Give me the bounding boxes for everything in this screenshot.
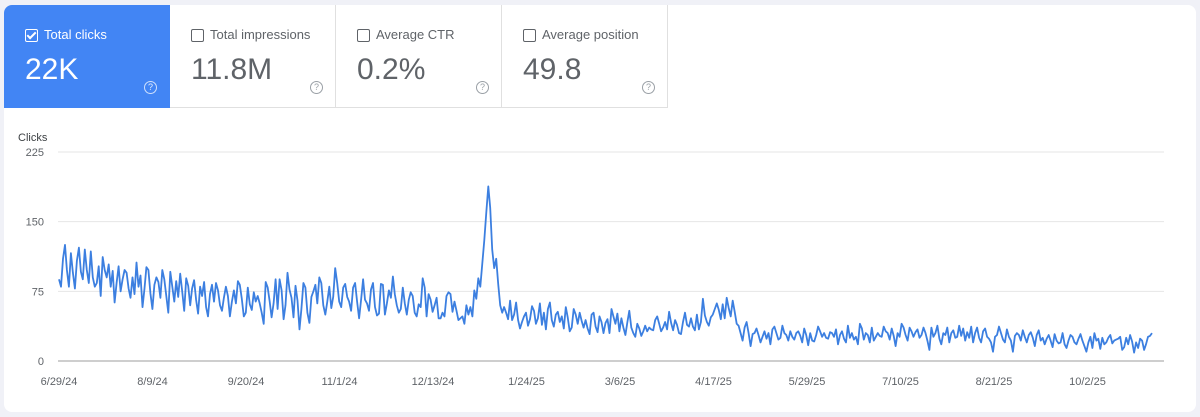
metric-tabs: Total clicks 22K ? Total impressions 11.… xyxy=(4,5,668,108)
metric-label: Average CTR xyxy=(376,27,455,42)
x-tick-label: 9/20/24 xyxy=(228,376,265,388)
help-circle-icon[interactable]: ? xyxy=(310,81,323,94)
help-circle-icon[interactable]: ? xyxy=(642,81,655,94)
checkbox-icon[interactable] xyxy=(191,29,204,42)
help-circle-icon[interactable]: ? xyxy=(144,81,157,94)
metric-total-clicks[interactable]: Total clicks 22K ? xyxy=(4,5,170,108)
x-tick-label: 8/9/24 xyxy=(137,376,168,388)
checkbox-icon[interactable] xyxy=(25,29,38,42)
y-tick-labels: 0 75 150 225 xyxy=(26,147,44,368)
metric-average-ctr[interactable]: Average CTR 0.2% ? xyxy=(336,5,502,108)
x-tick-label: 4/17/25 xyxy=(695,376,732,388)
x-tick-label: 10/2/25 xyxy=(1069,376,1106,388)
checkbox-icon[interactable] xyxy=(523,29,536,42)
series-line[interactable] xyxy=(58,185,1153,354)
metric-total-impressions[interactable]: Total impressions 11.8M ? xyxy=(170,5,336,108)
metric-value: 49.8 xyxy=(523,53,582,86)
gridlines xyxy=(58,151,1164,362)
x-tick-label: 12/13/24 xyxy=(412,376,455,388)
checkbox-icon[interactable] xyxy=(357,29,370,42)
y-tick-label: 225 xyxy=(26,147,44,159)
x-tick-label: 3/6/25 xyxy=(605,376,636,388)
help-circle-icon[interactable]: ? xyxy=(476,81,489,94)
metric-average-position[interactable]: Average position 49.8 ? xyxy=(502,5,668,108)
performance-card: Total clicks 22K ? Total impressions 11.… xyxy=(4,5,1196,412)
y-tick-label: 0 xyxy=(38,356,44,368)
clicks-line-chart: Clicks 0 75 150 225 6/29/24 8/9/24 9/20/24 11/… xyxy=(18,132,1164,388)
metric-value: 0.2% xyxy=(357,53,426,86)
y-tick-label: 75 xyxy=(32,286,44,298)
y-axis-title: Clicks xyxy=(18,132,48,144)
metric-label: Total impressions xyxy=(210,27,311,42)
x-tick-label: 8/21/25 xyxy=(976,376,1013,388)
x-tick-label: 11/1/24 xyxy=(322,376,358,388)
x-tick-label: 6/29/24 xyxy=(41,376,78,388)
x-tick-labels: 6/29/24 8/9/24 9/20/24 11/1/24 12/13/24 1/24/… xyxy=(41,376,1106,388)
metric-label: Total clicks xyxy=(44,27,107,42)
x-tick-label: 7/10/25 xyxy=(882,376,919,388)
x-tick-label: 5/29/25 xyxy=(789,376,826,388)
metric-value: 22K xyxy=(25,53,79,86)
metric-value: 11.8M xyxy=(191,53,273,86)
y-tick-label: 150 xyxy=(26,217,44,229)
metric-label: Average position xyxy=(542,27,639,42)
x-tick-label: 1/24/25 xyxy=(508,376,545,388)
